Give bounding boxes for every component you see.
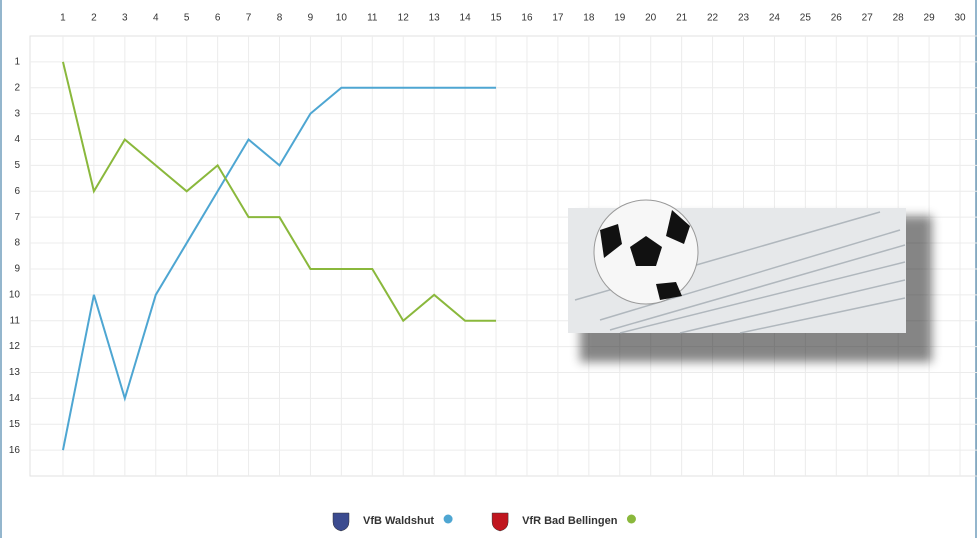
- y-tick-label: 14: [9, 393, 21, 404]
- x-tick-label: 5: [184, 13, 190, 24]
- x-tick-label: 24: [769, 13, 781, 24]
- y-tick-label: 16: [9, 445, 21, 456]
- x-tick-label: 2: [91, 13, 97, 24]
- y-tick-label: 7: [14, 212, 20, 223]
- y-tick-label: 8: [14, 238, 20, 249]
- x-tick-label: 30: [954, 13, 966, 24]
- y-tick-label: 2: [14, 82, 20, 93]
- photo: [568, 199, 932, 362]
- y-tick-label: 5: [14, 160, 20, 171]
- x-tick-label: 4: [153, 13, 159, 24]
- y-tick-label: 10: [9, 289, 21, 300]
- legend-marker: [443, 514, 453, 524]
- series-line: [61, 86, 497, 451]
- x-tick-label: 14: [460, 13, 472, 24]
- y-tick-label: 11: [10, 315, 21, 326]
- x-tick-label: 9: [308, 13, 314, 24]
- x-tick-label: 27: [862, 13, 874, 24]
- plot-area: [29, 35, 977, 477]
- y-tick-label: 1: [14, 57, 20, 68]
- y-tick-label: 12: [9, 341, 21, 352]
- x-tick-label: 19: [614, 13, 626, 24]
- x-tick-label: 28: [893, 13, 905, 24]
- x-tick-label: 16: [521, 13, 533, 24]
- y-tick-label: 13: [9, 367, 21, 378]
- x-tick-label: 29: [924, 13, 936, 24]
- y-tick-label: 6: [14, 186, 20, 197]
- x-tick-label: 21: [676, 13, 688, 24]
- x-tick-label: 6: [215, 13, 221, 24]
- x-tick-label: 8: [277, 13, 283, 24]
- series-line: [61, 61, 497, 323]
- x-tick-label: 22: [707, 13, 719, 24]
- x-tick-label: 10: [336, 13, 348, 24]
- x-tick-label: 11: [367, 13, 378, 24]
- legend-label: VfR Bad Bellingen: [522, 515, 618, 527]
- y-tick-label: 9: [14, 264, 20, 275]
- x-tick-label: 26: [831, 13, 843, 24]
- y-tick-label: 4: [14, 134, 20, 145]
- x-tick-label: 25: [800, 13, 812, 24]
- y-tick-label: 3: [14, 108, 20, 119]
- legend-marker: [626, 514, 636, 524]
- x-tick-label: 12: [398, 13, 410, 24]
- x-tick-label: 7: [246, 13, 252, 24]
- x-tick-label: 1: [60, 13, 66, 24]
- x-tick-label: 20: [645, 13, 657, 24]
- legend-label: VfB Waldshut: [363, 515, 434, 527]
- x-tick-label: 3: [122, 13, 128, 24]
- team-crest: [332, 512, 350, 532]
- x-tick-label: 13: [429, 13, 441, 24]
- x-tick-label: 15: [490, 13, 502, 24]
- x-tick-label: 18: [583, 13, 595, 24]
- team-crest: [491, 512, 509, 532]
- x-tick-label: 23: [738, 13, 750, 24]
- x-tick-label: 17: [552, 13, 564, 24]
- y-tick-label: 15: [9, 419, 21, 430]
